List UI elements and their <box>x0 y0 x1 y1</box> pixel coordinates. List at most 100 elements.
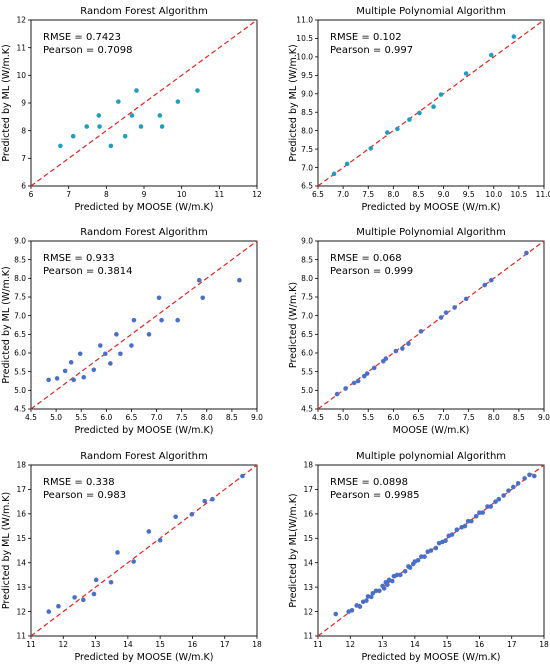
x-tick-label: 9.0 <box>438 190 450 199</box>
data-point <box>159 317 164 323</box>
x-tick-label: 11.0 <box>536 190 550 199</box>
y-tick-label: 11.0 <box>296 16 313 25</box>
x-tick-label: 18 <box>539 640 549 649</box>
x-axis-label: MOOSE (W/m.K) <box>393 425 470 436</box>
data-point <box>157 537 163 543</box>
data-point <box>385 130 390 135</box>
x-tick-label: 13 <box>378 640 388 649</box>
identity-line <box>317 19 545 187</box>
y-tick-label: 8.0 <box>14 274 26 283</box>
data-point <box>68 360 74 365</box>
data-point <box>146 529 152 534</box>
plot-frame <box>317 464 545 637</box>
data-point <box>361 373 367 379</box>
x-tick-label: 6.5 <box>412 413 424 422</box>
data-point <box>81 597 86 603</box>
y-tick-label: 9.5 <box>301 71 313 80</box>
x-tick-label: 6 <box>29 190 34 199</box>
identity-line <box>30 464 258 637</box>
data-point <box>131 559 136 564</box>
y-tick-label: 6.5 <box>14 330 26 339</box>
x-tick-label: 8.0 <box>201 413 213 422</box>
x-tick-label: 18 <box>252 640 262 649</box>
x-tick-label: 7 <box>66 190 71 199</box>
data-point <box>146 332 152 337</box>
data-point <box>527 472 532 478</box>
x-tick-label: 10.5 <box>511 190 528 199</box>
rmse-annotation: RMSE = 0.933 <box>43 253 115 264</box>
data-point <box>114 332 119 337</box>
data-point <box>108 361 113 366</box>
x-tick-label: 8.5 <box>412 190 424 199</box>
data-point <box>371 365 377 371</box>
data-point <box>377 588 382 594</box>
pearson-annotation: Pearson = 0.9985 <box>330 490 419 501</box>
data-point <box>438 315 444 320</box>
x-tick-label: 11 <box>215 190 225 199</box>
data-point <box>389 578 395 584</box>
data-point <box>496 496 502 502</box>
y-tick-label: 12 <box>303 607 313 616</box>
x-axis-label: Predicted by MOOSE (W/m.K) <box>74 425 213 436</box>
plot-frame <box>30 240 258 410</box>
chart-panel-1: Random Forest Algorithm 6 7 8 9 10 11 12 6 7 8 9 10 1… <box>1 6 262 213</box>
y-tick-label: 6.0 <box>301 349 313 358</box>
x-tick-label: 12 <box>346 640 356 649</box>
x-tick-label: 4.5 <box>312 413 324 422</box>
data-point <box>46 609 52 614</box>
data-point <box>381 586 387 591</box>
x-tick-label: 14 <box>123 640 133 649</box>
identity-line <box>30 240 258 410</box>
x-tick-label: 17 <box>220 640 230 649</box>
y-tick-label: 10.5 <box>296 34 313 43</box>
data-point <box>383 356 389 361</box>
y-tick-label: 10.0 <box>296 53 313 62</box>
data-point <box>418 329 424 334</box>
y-axis-label: Predicted by ML(W/m.K) <box>288 493 299 607</box>
data-point <box>488 52 494 58</box>
rmse-annotation: RMSE = 0.0898 <box>330 477 408 488</box>
data-point <box>364 371 370 376</box>
data-point <box>138 124 144 129</box>
data-point <box>493 499 498 504</box>
chart-panel-6: Multiple polynomial Algorithm 11 12 13 14 15 1… <box>288 451 549 663</box>
y-tick-label: 6.0 <box>14 349 26 358</box>
data-point <box>395 126 400 132</box>
plot-frame <box>30 464 258 637</box>
data-point <box>202 498 207 504</box>
x-tick-label: 5.5 <box>75 413 87 422</box>
data-point <box>477 510 482 515</box>
y-tick-label: 11 <box>16 43 26 52</box>
x-tick-label: 12 <box>252 190 262 199</box>
x-tick-label: 17 <box>507 640 517 649</box>
data-point <box>368 594 374 600</box>
x-tick-label: 5.0 <box>337 413 349 422</box>
chart-title: Random Forest Algorithm <box>80 451 207 462</box>
x-tick-label: 12 <box>59 640 69 649</box>
data-point <box>393 348 399 354</box>
data-point <box>385 582 390 587</box>
x-tick-label: 10 <box>177 190 187 199</box>
y-tick-label: 11 <box>16 632 26 641</box>
data-point <box>407 565 413 570</box>
data-point <box>443 538 448 544</box>
y-tick-label: 7.0 <box>14 311 26 320</box>
data-point <box>398 572 403 578</box>
data-point <box>463 296 469 302</box>
y-tick-label: 5.0 <box>301 386 313 395</box>
y-tick-label: 17 <box>303 485 313 494</box>
x-tick-label: 9.0 <box>251 413 263 422</box>
data-point <box>402 568 408 574</box>
y-tick-label: 7.5 <box>14 293 26 302</box>
y-tick-label: 14 <box>303 558 313 567</box>
y-tick-label: 15 <box>16 534 26 543</box>
x-tick-label: 13 <box>91 640 101 649</box>
data-point <box>368 146 374 151</box>
rmse-annotation: RMSE = 0.338 <box>43 477 115 488</box>
x-tick-label: 15 <box>155 640 165 649</box>
data-point <box>349 608 355 613</box>
chart-title: Random Forest Algorithm <box>80 227 207 238</box>
data-point <box>407 117 412 122</box>
data-point <box>70 133 76 139</box>
data-point <box>532 473 537 479</box>
